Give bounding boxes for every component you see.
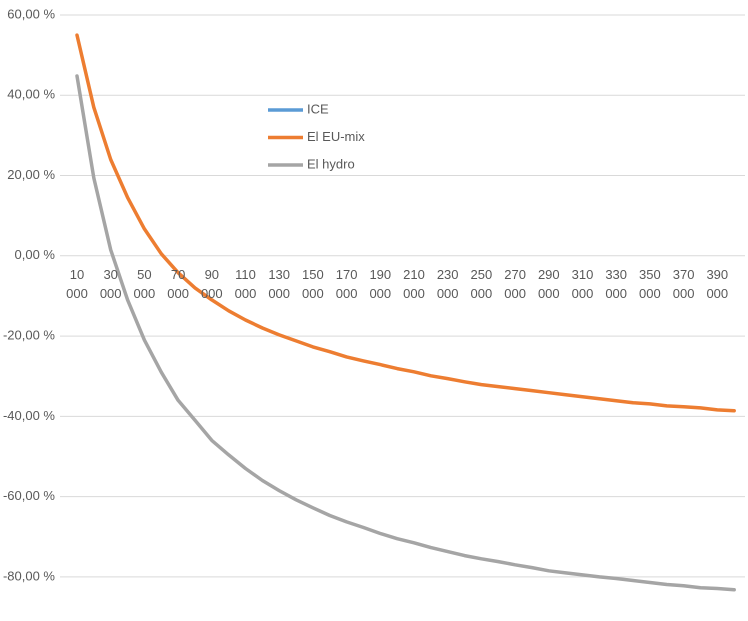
x-tick-label: 370 000 (672, 266, 695, 301)
series-line (75, 74, 736, 592)
x-tick-label: 250 000 (470, 266, 493, 301)
x-tick-label: 90 000 (200, 266, 223, 301)
y-tick-label: 60,00 % (7, 6, 55, 21)
x-tick-label: 70 000 (167, 266, 189, 301)
x-tick-label: 270 000 (504, 266, 526, 301)
x-tick-label: 170 000 (335, 266, 358, 301)
x-tick-label: 210 000 (403, 266, 425, 301)
x-tick-label: 10 000 (66, 266, 88, 301)
x-tick-label: 390 000 (706, 266, 729, 301)
y-tick-label: -80,00 % (3, 568, 55, 583)
y-tick-label: 40,00 % (7, 87, 55, 102)
x-tick-label: 190 000 (369, 266, 392, 301)
x-tick-label: 290 000 (537, 266, 560, 301)
x-tick-label: 230 000 (436, 266, 459, 301)
x-tick-label: 150 000 (302, 266, 324, 301)
x-tick-label: 310 000 (571, 266, 594, 301)
legend-label: ICE (307, 101, 329, 116)
y-tick-label: 20,00 % (7, 167, 55, 182)
x-tick-label: 30 000 (99, 266, 122, 301)
y-tick-label: 0,00 % (15, 247, 56, 262)
x-tick-label: 110 000 (234, 266, 257, 301)
x-tick-label: 130 000 (268, 266, 291, 301)
legend-label: El hydro (307, 156, 355, 171)
y-tick-label: -40,00 % (3, 408, 55, 423)
x-tick-label: 330 000 (605, 266, 628, 301)
x-tick-label: 50 000 (133, 266, 156, 301)
y-tick-label: -60,00 % (3, 488, 55, 503)
x-tick-label: 350 000 (639, 266, 661, 301)
y-tick-label: -20,00 % (3, 328, 55, 343)
series-line (75, 33, 736, 413)
legend-label: El EU-mix (307, 129, 365, 144)
